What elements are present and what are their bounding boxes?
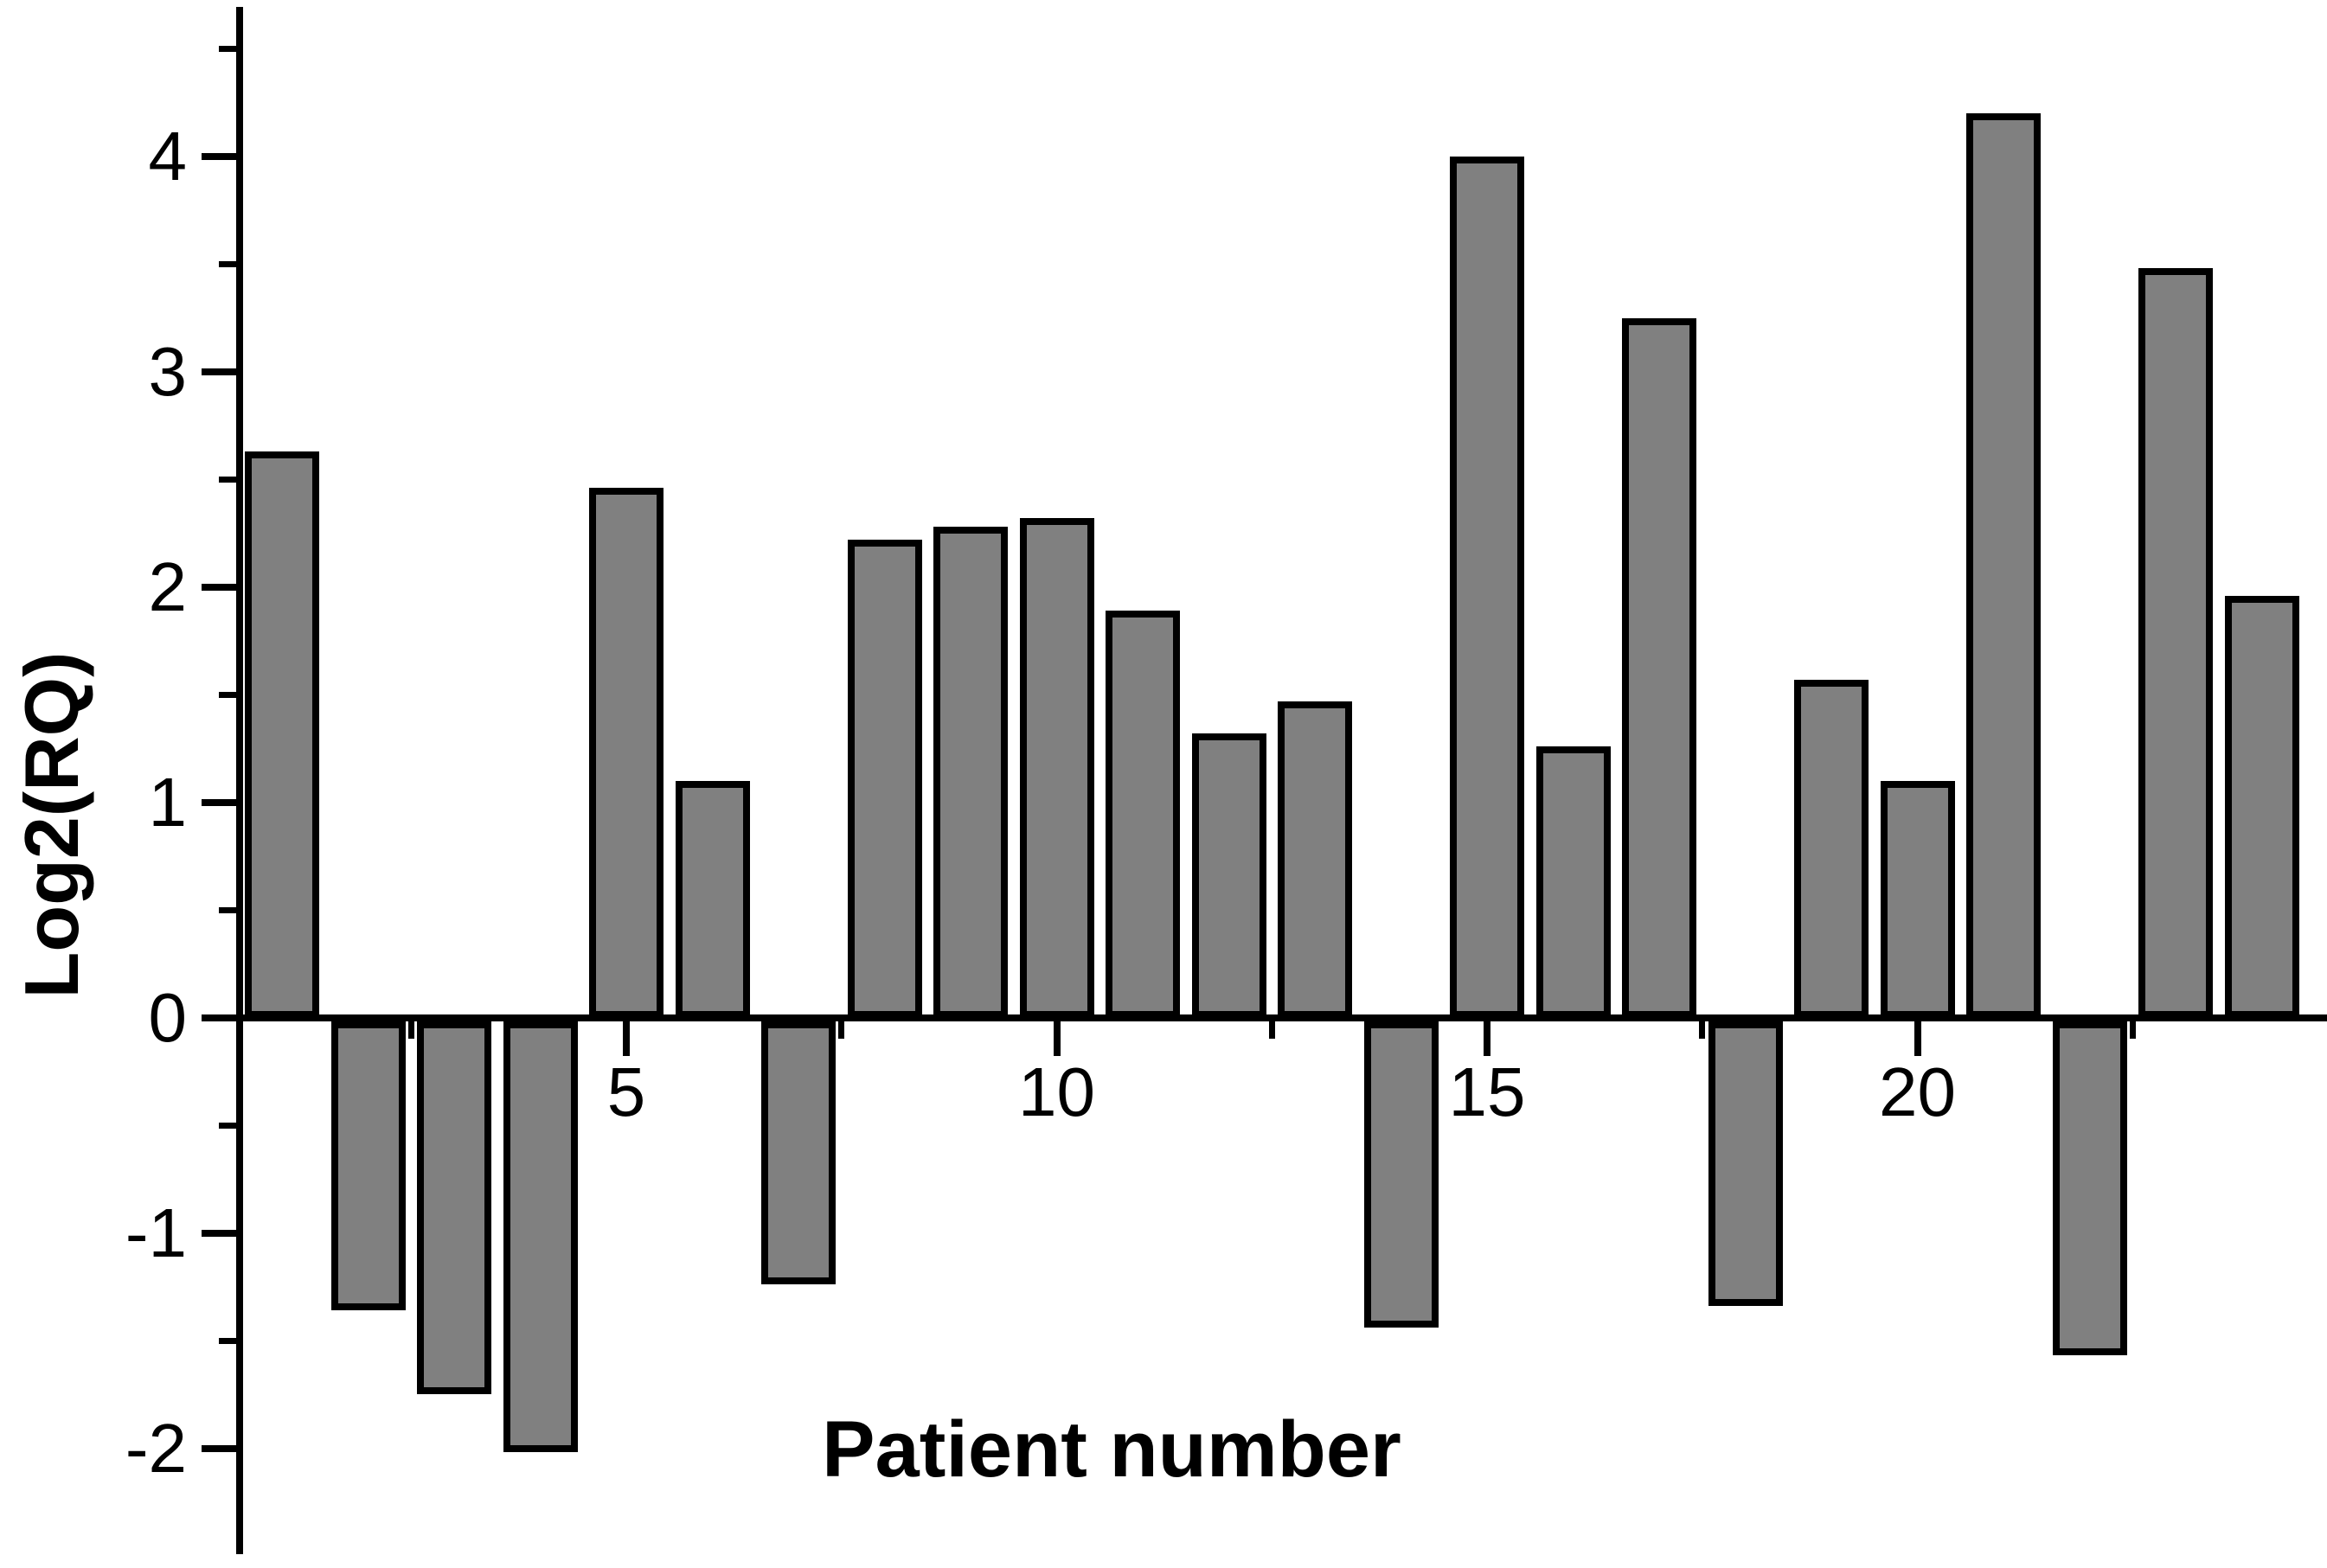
x-tick-label-15: 15 <box>1448 1053 1526 1130</box>
bar-patient-5 <box>589 488 663 1018</box>
bar-patient-8 <box>847 540 922 1018</box>
x-major-tick-10 <box>1053 1021 1061 1056</box>
y-major-tick--2 <box>202 1445 236 1452</box>
x-tick-label-20: 20 <box>1879 1053 1956 1130</box>
bar-patient-11 <box>1106 611 1180 1018</box>
x-minor-tick-2.5 <box>407 1021 414 1039</box>
x-minor-tick-17.5 <box>1699 1021 1706 1039</box>
y-major-tick--1 <box>202 1230 236 1237</box>
y-minor-tick--0.5 <box>219 1123 236 1129</box>
x-minor-tick-22.5 <box>2129 1021 2136 1039</box>
bar-patient-17 <box>1622 317 1696 1018</box>
y-minor-tick-3.5 <box>219 261 236 267</box>
x-tick-label-10: 10 <box>1018 1053 1095 1130</box>
bar-patient-3 <box>417 1021 491 1394</box>
y-major-tick-2 <box>202 584 236 591</box>
x-minor-tick-7.5 <box>838 1021 845 1039</box>
x-major-tick-20 <box>1914 1021 1921 1056</box>
x-minor-tick-12.5 <box>1268 1021 1275 1039</box>
y-axis-line <box>236 7 243 1554</box>
bar-patient-7 <box>761 1021 836 1284</box>
y-tick-label-2: 2 <box>148 548 188 625</box>
y-minor-tick--1.5 <box>219 1338 236 1344</box>
bar-patient-23 <box>2138 268 2213 1018</box>
bar-patient-22 <box>2052 1021 2127 1355</box>
x-axis-title: Patient number <box>822 1405 1401 1494</box>
y-tick-label-0: 0 <box>148 979 188 1056</box>
bar-patient-9 <box>933 527 1008 1018</box>
bar-patient-1 <box>245 451 319 1018</box>
y-tick-label--1: -1 <box>125 1194 187 1271</box>
bar-patient-18 <box>1708 1021 1783 1306</box>
bar-patient-16 <box>1535 746 1611 1018</box>
x-tick-label-5: 5 <box>606 1053 646 1130</box>
bar-patient-15 <box>1450 157 1524 1018</box>
bar-patient-12 <box>1191 733 1266 1018</box>
y-axis-title: Log2(RQ) <box>9 651 94 999</box>
x-major-tick-15 <box>1484 1021 1490 1056</box>
y-minor-tick-2.5 <box>219 477 236 483</box>
y-tick-label-3: 3 <box>148 333 188 410</box>
y-major-tick-0 <box>202 1014 236 1021</box>
bar-patient-14 <box>1363 1021 1439 1328</box>
bar-patient-24 <box>2224 595 2299 1018</box>
y-major-tick-3 <box>202 368 236 375</box>
bar-patient-10 <box>1019 518 1094 1018</box>
y-major-tick-1 <box>202 799 236 806</box>
y-minor-tick-0.5 <box>219 907 236 913</box>
y-minor-tick-4.5 <box>219 46 236 52</box>
bar-patient-4 <box>503 1021 578 1452</box>
bar-patient-6 <box>675 781 750 1018</box>
y-tick-label-1: 1 <box>148 764 188 841</box>
y-minor-tick-1.5 <box>219 692 236 698</box>
x-major-tick-5 <box>623 1021 630 1056</box>
bar-patient-2 <box>330 1021 406 1310</box>
y-tick-label-4: 4 <box>148 118 188 195</box>
bar-patient-20 <box>1880 781 1955 1018</box>
bar-patient-21 <box>1966 113 2041 1018</box>
bar-patient-19 <box>1794 680 1869 1018</box>
y-major-tick-4 <box>202 153 236 160</box>
x-axis-zero-line <box>236 1014 2327 1021</box>
bar-patient-13 <box>1278 701 1352 1018</box>
y-tick-label--2: -2 <box>125 1410 187 1487</box>
